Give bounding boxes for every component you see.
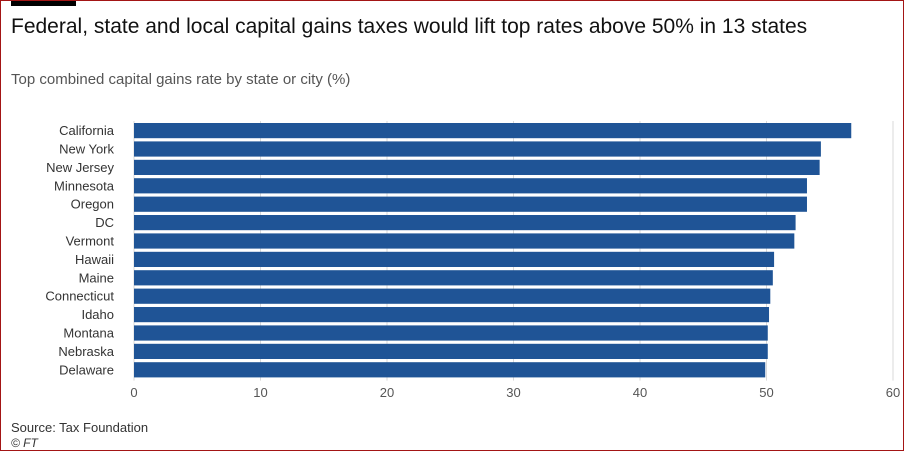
ft-credit: © FT bbox=[11, 436, 38, 450]
bar-vermont bbox=[134, 233, 795, 249]
category-label: Delaware bbox=[59, 362, 114, 377]
x-tick-label: 20 bbox=[380, 385, 394, 400]
chart-title: Federal, state and local capital gains t… bbox=[11, 15, 808, 38]
category-label: New York bbox=[59, 142, 114, 157]
bar-new-york bbox=[134, 141, 821, 157]
x-tick-label: 60 bbox=[886, 385, 900, 400]
category-label: Idaho bbox=[81, 307, 114, 322]
bar-minnesota bbox=[134, 178, 807, 194]
x-tick-label: 50 bbox=[759, 385, 773, 400]
bar-connecticut bbox=[134, 288, 771, 304]
x-tick-label: 30 bbox=[506, 385, 520, 400]
bar-hawaii bbox=[134, 251, 775, 267]
category-label: Connecticut bbox=[45, 289, 114, 304]
category-label: Vermont bbox=[66, 234, 115, 249]
category-label: Nebraska bbox=[58, 344, 114, 359]
bar-nebraska bbox=[134, 343, 768, 359]
category-label: California bbox=[59, 123, 115, 138]
bar-montana bbox=[134, 325, 768, 341]
source-note: Source: Tax Foundation bbox=[11, 420, 149, 435]
category-label: DC bbox=[95, 215, 114, 230]
x-tick-label: 40 bbox=[633, 385, 647, 400]
bar-maine bbox=[134, 270, 773, 286]
ft-accent-bar bbox=[11, 1, 76, 6]
category-label: Montana bbox=[63, 326, 114, 341]
bar-dc bbox=[134, 215, 796, 231]
chart-subtitle: Top combined capital gains rate by state… bbox=[11, 71, 351, 88]
category-label: Oregon bbox=[71, 197, 114, 212]
category-label: Minnesota bbox=[54, 178, 115, 193]
x-tick-label: 0 bbox=[130, 385, 137, 400]
bar-delaware bbox=[134, 362, 766, 378]
bar-california bbox=[134, 123, 852, 139]
category-label: New Jersey bbox=[46, 160, 114, 175]
category-label: Maine bbox=[79, 270, 114, 285]
category-label: Hawaii bbox=[75, 252, 114, 267]
x-tick-label: 10 bbox=[253, 385, 267, 400]
bar-idaho bbox=[134, 307, 770, 323]
bar-new-jersey bbox=[134, 159, 820, 175]
bar-oregon bbox=[134, 196, 807, 212]
